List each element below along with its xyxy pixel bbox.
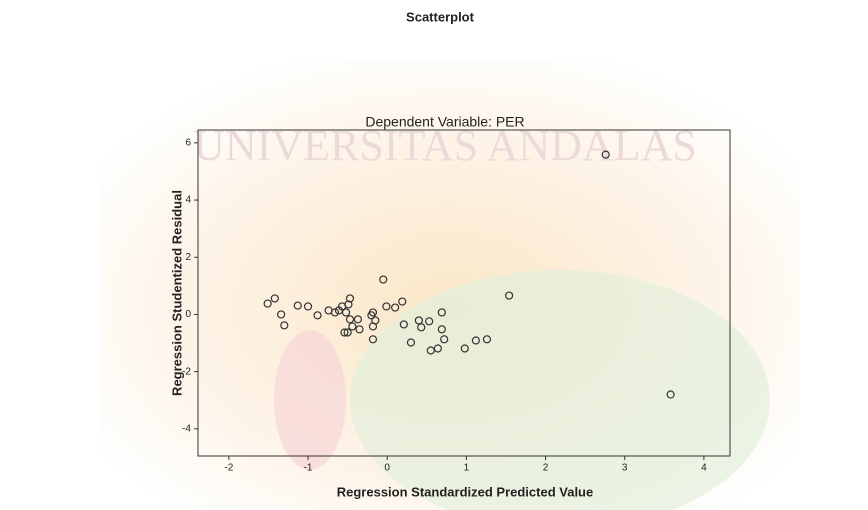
x-tick-label: 0 (384, 463, 390, 474)
x-tick-label: 3 (622, 463, 628, 474)
chart: UNIVERSITAS ANDALAS Scatterplot Dependen… (0, 0, 868, 510)
x-tick-label: -1 (304, 463, 313, 474)
y-tick-label: 2 (185, 252, 191, 263)
y-tick-label: 0 (185, 309, 191, 320)
chart-title: Scatterplot (406, 9, 475, 24)
y-tick-label: -4 (182, 423, 191, 434)
chart-subtitle: Dependent Variable: PER (365, 114, 524, 130)
page: {"chart_data": {"type": "scatter", "titl… (0, 0, 868, 510)
y-axis-label: Regression Studentized Residual (169, 190, 184, 396)
y-tick-label: 4 (185, 195, 191, 206)
y-tick-label: -2 (182, 366, 191, 377)
x-tick-label: 4 (701, 463, 707, 474)
x-axis-label: Regression Standardized Predicted Value (337, 484, 593, 499)
x-tick-label: 2 (543, 463, 549, 474)
y-tick-label: 6 (185, 138, 191, 149)
watermark-flame (274, 330, 346, 470)
x-tick-label: -2 (224, 463, 233, 474)
x-tick-label: 1 (464, 463, 470, 474)
